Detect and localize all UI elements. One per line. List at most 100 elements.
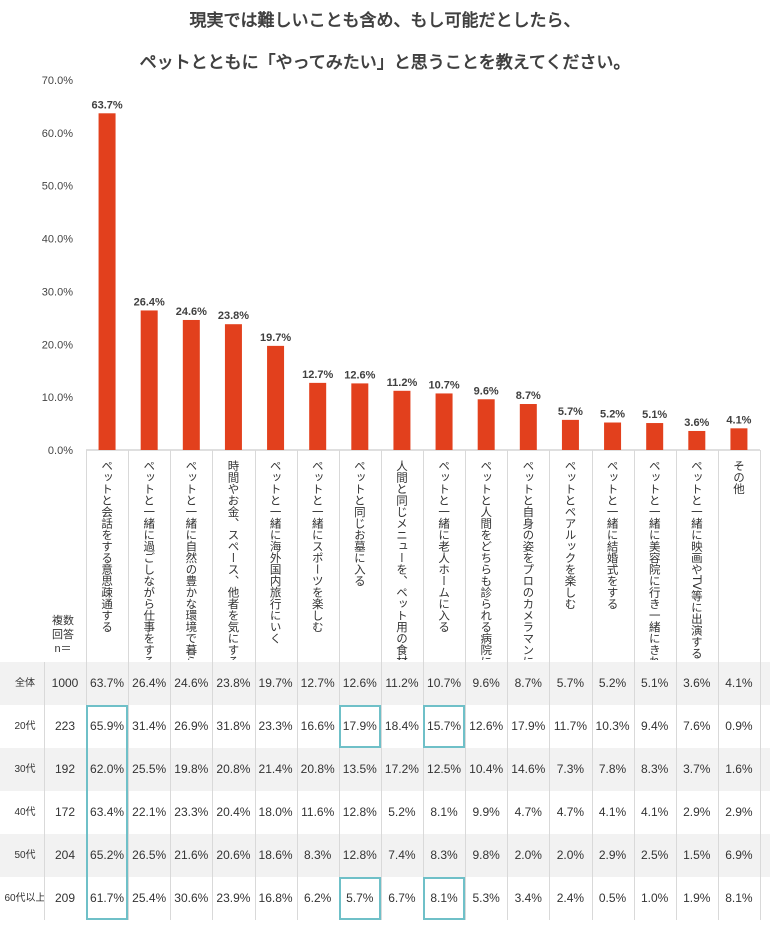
row-label: 20代 xyxy=(14,721,36,732)
category-label: ペットと一緒に美容院に行き一緒にきれいにしてもらう xyxy=(648,460,662,660)
column-divider xyxy=(591,450,593,920)
table-cell: 25.5% xyxy=(132,762,167,776)
table-cell: 20.8% xyxy=(216,762,251,776)
bar xyxy=(519,404,537,450)
table-cell: 9.6% xyxy=(472,676,500,690)
table-cell: 65.2% xyxy=(90,848,125,862)
table-cell: 10.3% xyxy=(595,719,630,733)
row-label: 30代 xyxy=(14,764,36,775)
column-divider xyxy=(338,450,340,920)
row-n: 192 xyxy=(54,762,76,776)
column-divider xyxy=(86,450,87,920)
y-tick-label: 50.0% xyxy=(42,181,73,193)
table-cell: 2.0% xyxy=(556,848,585,862)
table-cell: 9.4% xyxy=(641,719,669,733)
column-divider xyxy=(760,450,761,920)
table-cell: 19.8% xyxy=(174,762,209,776)
table-cell: 12.8% xyxy=(342,848,377,862)
data-label: 19.7% xyxy=(260,332,291,344)
table-cell: 31.8% xyxy=(216,719,251,733)
table-cell: 22.1% xyxy=(132,805,167,819)
data-label: 9.6% xyxy=(474,385,499,397)
category-label: ペットと人間をどちらも診られる病院に行く xyxy=(479,460,493,660)
highlight-box xyxy=(423,705,466,748)
column-divider xyxy=(633,450,635,920)
table-cell: 63.7% xyxy=(90,676,125,690)
table-cell: 5.7% xyxy=(556,676,585,690)
column-divider xyxy=(296,450,298,920)
table-cell: 5.7% xyxy=(346,891,374,905)
bar xyxy=(98,113,116,451)
table-cell: 17.9% xyxy=(342,719,377,733)
data-label: 5.2% xyxy=(600,409,625,421)
n-label: 複数 回答 n＝ xyxy=(48,614,78,656)
table-cell: 4.1% xyxy=(725,676,753,690)
table-cell: 24.6% xyxy=(174,676,209,690)
highlight-box xyxy=(86,705,129,920)
data-label: 24.6% xyxy=(176,306,207,318)
table-cell: 26.9% xyxy=(174,719,209,733)
bar xyxy=(688,430,706,450)
data-label: 12.6% xyxy=(344,369,375,381)
row-n: 209 xyxy=(54,891,76,905)
table-cell: 15.7% xyxy=(427,719,462,733)
table-cell: 2.4% xyxy=(556,891,585,905)
table-cell: 13.5% xyxy=(342,762,377,776)
category-label: ペットと一緒に自然の豊かな環境で暮らす xyxy=(184,460,198,660)
table-cell: 61.7% xyxy=(90,891,125,905)
table-cell: 4.7% xyxy=(556,805,585,819)
table-cell: 2.0% xyxy=(514,848,542,862)
column-divider xyxy=(549,450,551,920)
table-cell: 1.6% xyxy=(725,762,753,776)
table-cell: 7.3% xyxy=(556,762,585,776)
table-cell: 12.8% xyxy=(342,805,377,819)
table-cell: 8.1% xyxy=(725,891,753,905)
category-label: 人間と同じメニューを、ペット用の食材で用意し一緒に食事を楽しむ xyxy=(395,460,409,660)
table-cell: 1.9% xyxy=(683,891,711,905)
table-cell: 23.3% xyxy=(258,719,293,733)
y-tick-label: 0.0% xyxy=(48,445,73,457)
table-cell: 21.4% xyxy=(258,762,293,776)
data-label: 8.7% xyxy=(516,390,541,402)
table-cell: 9.8% xyxy=(472,848,500,862)
table-cell: 19.7% xyxy=(258,676,293,690)
table-cell: 62.0% xyxy=(90,762,125,776)
bar xyxy=(730,428,748,450)
bar-chart: 0.0% 10.0% 20.0% 30.0% 40.0% 50.0% 60.0% 70.0% 6… xyxy=(42,75,760,660)
column-divider xyxy=(465,450,467,920)
category-label: ペットと一緒に結婚式をする xyxy=(606,460,620,610)
y-tick-label: 30.0% xyxy=(42,286,73,298)
table-cell: 7.4% xyxy=(388,848,416,862)
table-cell: 3.6% xyxy=(683,676,711,690)
table-cell: 5.1% xyxy=(641,676,669,690)
table-cell: 16.8% xyxy=(258,891,293,905)
y-tick-label: 20.0% xyxy=(42,339,73,351)
table-cell: 2.9% xyxy=(725,805,753,819)
data-label: 3.6% xyxy=(684,417,709,429)
table-cell: 3.4% xyxy=(514,891,542,905)
table-cell: 12.6% xyxy=(342,676,377,690)
table-cell: 2.9% xyxy=(598,848,627,862)
table-cell: 8.1% xyxy=(430,891,458,905)
table-cell: 23.3% xyxy=(174,805,209,819)
data-label: 5.7% xyxy=(558,406,583,418)
table-cell: 20.8% xyxy=(300,762,335,776)
table-cell: 3.7% xyxy=(683,762,711,776)
bar xyxy=(182,319,200,450)
data-label: 4.1% xyxy=(726,414,751,426)
column-divider xyxy=(423,450,424,920)
table-cell: 18.6% xyxy=(258,848,293,862)
data-label: 5.1% xyxy=(642,409,667,421)
table-cell: 4.1% xyxy=(598,805,627,819)
column-divider xyxy=(675,450,677,920)
table-cell: 21.6% xyxy=(174,848,209,862)
table-cell: 12.5% xyxy=(427,762,462,776)
table-cell: 65.9% xyxy=(90,719,125,733)
y-tick-label: 60.0% xyxy=(42,128,73,140)
table-cell: 4.1% xyxy=(641,805,669,819)
bar xyxy=(351,383,369,450)
column-divider xyxy=(507,450,509,920)
table-cell: 0.9% xyxy=(725,719,753,733)
table-cell: 7.8% xyxy=(598,762,627,776)
chart-title-line-2: ペットとともに「やってみたい」と思うことを教えてください。 xyxy=(139,53,631,73)
